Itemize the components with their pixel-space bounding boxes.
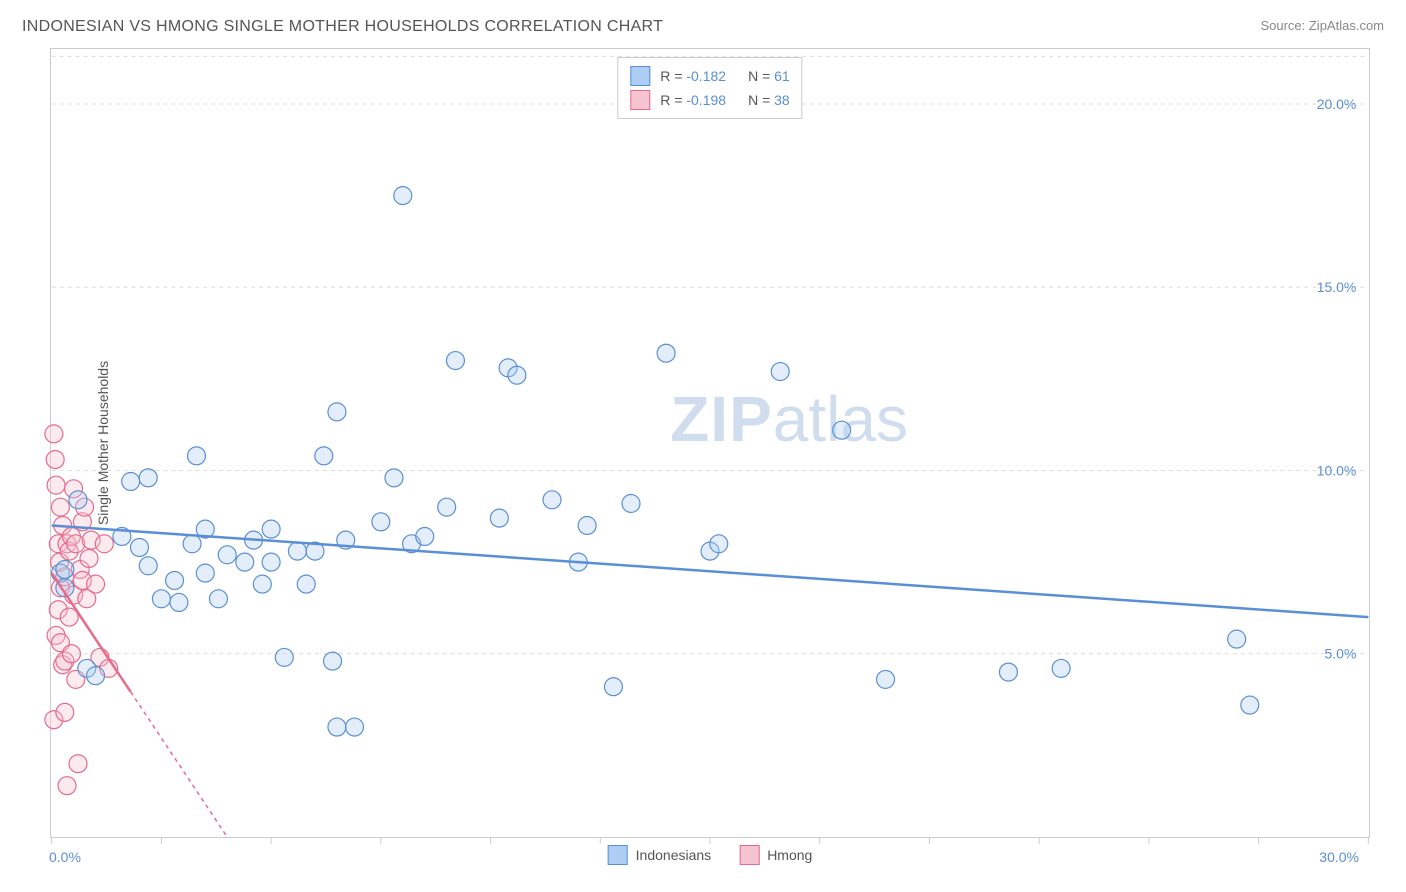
series-legend-item: Indonesians: [608, 845, 712, 865]
scatter-point: [209, 590, 227, 608]
scatter-point: [130, 538, 148, 556]
legend-n-label: N = 38: [748, 92, 790, 108]
trendline-dashed: [131, 692, 228, 837]
scatter-point: [51, 498, 69, 516]
scatter-point: [139, 469, 157, 487]
x-axis-end-label: 30.0%: [1319, 849, 1359, 865]
scatter-point: [45, 425, 63, 443]
legend-row: R = -0.198 N = 38: [630, 88, 789, 112]
scatter-point: [69, 491, 87, 509]
scatter-point: [218, 546, 236, 564]
chart-container: Single Mother Households ZIPatlas 5.0%10…: [50, 48, 1370, 838]
scatter-point: [710, 535, 728, 553]
legend-r-value: -0.198: [686, 92, 726, 108]
scatter-point: [578, 516, 596, 534]
scatter-point: [604, 678, 622, 696]
scatter-point: [1052, 659, 1070, 677]
y-tick-label: 5.0%: [1325, 646, 1357, 662]
legend-swatch: [608, 845, 628, 865]
plot-svg: 5.0% 10.0% 15.0% 20.0%: [51, 49, 1369, 837]
scatter-point: [69, 755, 87, 773]
scatter-point: [80, 549, 98, 567]
scatter-point: [328, 403, 346, 421]
scatter-point: [346, 718, 364, 736]
scatter-point: [416, 527, 434, 545]
scatter-point: [58, 777, 76, 795]
scatter-point: [385, 469, 403, 487]
scatter-point: [262, 520, 280, 538]
scatter-point: [56, 560, 74, 578]
scatter-point: [166, 571, 184, 589]
x-axis-start-label: 0.0%: [49, 849, 81, 865]
scatter-point: [622, 494, 640, 512]
scatter-point: [877, 670, 895, 688]
scatter-point: [275, 648, 293, 666]
scatter-point: [95, 535, 113, 553]
scatter-point: [328, 718, 346, 736]
correlation-legend: R = -0.182 N = 61 R = -0.198 N = 38: [617, 57, 802, 119]
series-name: Hmong: [767, 847, 812, 863]
legend-swatch: [630, 90, 650, 110]
scatter-point: [262, 553, 280, 571]
source-attribution: Source: ZipAtlas.com: [1260, 18, 1384, 33]
scatter-point: [87, 667, 105, 685]
scatter-point: [183, 535, 201, 553]
trendline: [52, 525, 1369, 617]
legend-n-value: 61: [774, 68, 790, 84]
scatter-point: [1228, 630, 1246, 648]
legend-n-value: 38: [774, 92, 790, 108]
scatter-point: [1241, 696, 1259, 714]
scatter-point: [253, 575, 271, 593]
chart-title: INDONESIAN VS HMONG SINGLE MOTHER HOUSEH…: [22, 18, 663, 36]
series-legend: Indonesians Hmong: [608, 845, 813, 865]
legend-swatch: [630, 66, 650, 86]
legend-r-label: R = -0.198: [660, 92, 726, 108]
scatter-point: [152, 590, 170, 608]
scatter-point: [188, 447, 206, 465]
legend-n-label: N = 61: [748, 68, 790, 84]
scatter-point: [543, 491, 561, 509]
legend-r-label: R = -0.182: [660, 68, 726, 84]
scatter-point: [87, 575, 105, 593]
scatter-point: [47, 476, 65, 494]
y-tick-label: 20.0%: [1317, 96, 1357, 112]
scatter-point: [446, 352, 464, 370]
scatter-point: [139, 557, 157, 575]
scatter-point: [196, 564, 214, 582]
y-tick-label: 10.0%: [1317, 462, 1357, 478]
scatter-point: [122, 473, 140, 491]
scatter-point: [56, 703, 74, 721]
series-legend-item: Hmong: [739, 845, 812, 865]
scatter-point: [657, 344, 675, 362]
scatter-point: [372, 513, 390, 531]
scatter-point: [508, 366, 526, 384]
series-name: Indonesians: [636, 847, 712, 863]
scatter-point: [833, 421, 851, 439]
scatter-point: [394, 187, 412, 205]
scatter-point: [315, 447, 333, 465]
scatter-point: [999, 663, 1017, 681]
scatter-point: [438, 498, 456, 516]
scatter-point: [288, 542, 306, 560]
scatter-point: [236, 553, 254, 571]
scatter-point: [324, 652, 342, 670]
legend-swatch: [739, 845, 759, 865]
scatter-point: [62, 645, 80, 663]
legend-r-value: -0.182: [686, 68, 726, 84]
y-tick-label: 15.0%: [1317, 279, 1357, 295]
scatter-point: [771, 363, 789, 381]
scatter-point: [170, 593, 188, 611]
scatter-point: [490, 509, 508, 527]
scatter-point: [297, 575, 315, 593]
legend-row: R = -0.182 N = 61: [630, 64, 789, 88]
scatter-point: [46, 451, 64, 469]
